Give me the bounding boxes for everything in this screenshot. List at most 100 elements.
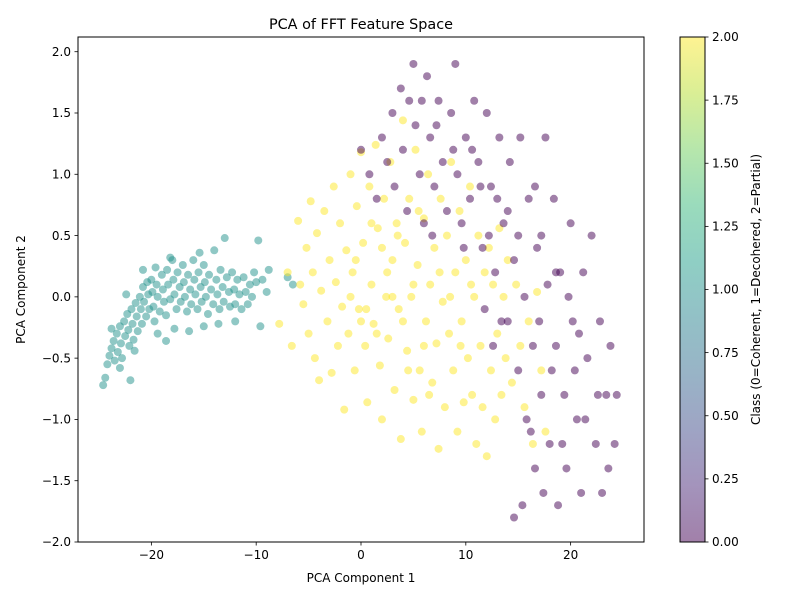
scatter-point xyxy=(503,317,512,326)
scatter-point xyxy=(210,246,219,255)
scatter-point xyxy=(470,96,479,105)
scatter-point xyxy=(516,341,525,350)
scatter-point xyxy=(212,275,221,284)
scatter-point xyxy=(463,354,472,363)
scatter-point xyxy=(228,268,237,277)
scatter-point xyxy=(122,290,131,299)
scatter-point xyxy=(562,464,571,473)
scatter-point xyxy=(365,182,374,191)
scatter-point xyxy=(470,292,479,301)
scatter-point xyxy=(315,376,324,385)
scatter-point xyxy=(447,109,456,117)
scatter-point xyxy=(587,231,596,240)
scatter-point xyxy=(451,59,460,68)
scatter-point xyxy=(554,501,563,510)
scatter-point xyxy=(287,341,296,350)
scatter-point xyxy=(120,317,129,326)
scatter-point xyxy=(493,194,502,203)
series-class-2 xyxy=(275,116,550,461)
scatter-point xyxy=(125,341,134,350)
scatter-point xyxy=(537,390,546,399)
scatter-point xyxy=(189,256,198,265)
scatter-point xyxy=(241,287,250,296)
scatter-point xyxy=(312,229,321,238)
scatter-point xyxy=(551,341,560,350)
scatter-point xyxy=(392,219,401,228)
scatter-point xyxy=(203,310,212,319)
scatter-point xyxy=(457,219,466,228)
scatter-point xyxy=(482,109,491,117)
scatter-point xyxy=(401,238,410,247)
scatter-point xyxy=(413,260,422,269)
scatter-point xyxy=(362,305,371,314)
scatter-point xyxy=(484,231,493,240)
y-axis-title: PCA Component 2 xyxy=(14,235,28,344)
scatter-point xyxy=(205,270,214,279)
scatter-point xyxy=(453,427,462,436)
y-axis-ticks: −2.0 −1.5 −1.0 −0.5 0.0 0.5 1.0 1.5 2.0 xyxy=(42,45,78,549)
scatter-point xyxy=(377,133,386,142)
scatter-point xyxy=(186,285,195,294)
scatter-point xyxy=(372,329,381,338)
scatter-point xyxy=(153,292,162,301)
scatter-point xyxy=(514,366,523,375)
scatter-point xyxy=(541,427,550,436)
scatter-point xyxy=(466,182,475,191)
scatter-point xyxy=(162,311,171,320)
scatter-point xyxy=(201,292,210,301)
x-tick-label: 0 xyxy=(357,548,365,562)
scatter-point xyxy=(231,300,240,309)
scatter-point xyxy=(320,207,329,216)
scatter-point xyxy=(446,292,455,301)
scatter-point xyxy=(138,265,147,274)
scatter-point xyxy=(436,194,445,203)
scatter-point xyxy=(595,317,604,326)
scatter-point xyxy=(491,268,500,277)
scatter-point xyxy=(256,322,265,331)
scatter-point xyxy=(170,290,179,299)
scatter-point xyxy=(115,363,124,372)
scatter-point xyxy=(398,317,407,326)
scatter-point xyxy=(602,390,611,399)
scatter-point xyxy=(275,319,284,328)
scatter-point xyxy=(375,361,384,370)
scatter-point xyxy=(447,158,456,167)
scatter-point xyxy=(435,268,444,277)
scatter-point xyxy=(432,339,441,348)
colorbar-tick-label: 0.75 xyxy=(712,346,739,360)
scatter-point xyxy=(153,329,162,338)
points-layer xyxy=(99,59,621,522)
scatter-point xyxy=(430,182,439,191)
scatter-point xyxy=(317,286,326,295)
scatter-point xyxy=(170,324,179,333)
scatter-point xyxy=(467,280,476,289)
scatter-point xyxy=(220,234,229,243)
scatter-point xyxy=(503,256,512,265)
scatter-point xyxy=(507,378,516,387)
scatter-point xyxy=(164,280,173,289)
scatter-point xyxy=(468,390,477,399)
scatter-point xyxy=(133,327,142,336)
scatter-point xyxy=(581,415,590,424)
scatter-point xyxy=(382,292,391,301)
scatter-point xyxy=(105,351,114,360)
scatter-point xyxy=(453,170,462,179)
scatter-point xyxy=(350,366,359,375)
scatter-point xyxy=(222,273,231,282)
scatter-point xyxy=(216,265,225,274)
scatter-point xyxy=(434,444,443,453)
scatter-point xyxy=(466,194,475,203)
scatter-point xyxy=(409,395,418,404)
scatter-point xyxy=(367,219,376,228)
scatter-point xyxy=(346,170,355,179)
colorbar-tick-label: 1.25 xyxy=(712,220,739,234)
scatter-point xyxy=(142,312,151,321)
scatter-point xyxy=(239,273,248,282)
scatter-point xyxy=(137,319,146,328)
y-tick-label: 2.0 xyxy=(52,45,71,59)
scatter-point xyxy=(428,231,437,240)
x-tick-label: −20 xyxy=(139,548,164,562)
scatter-point xyxy=(424,170,433,179)
scatter-point xyxy=(440,403,449,412)
